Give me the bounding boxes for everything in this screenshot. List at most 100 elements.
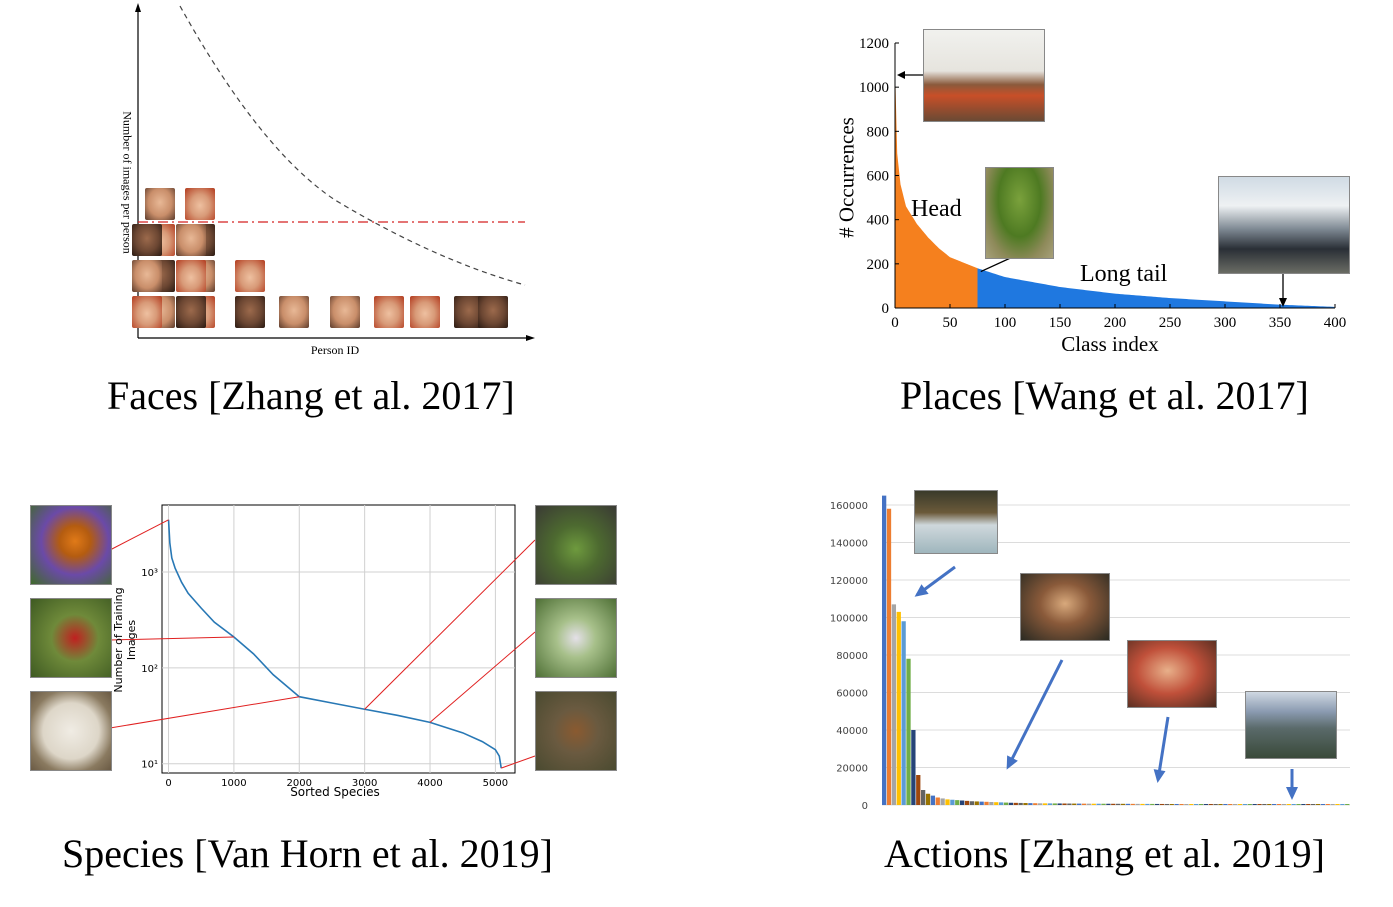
places-xtick-label: 400	[1324, 315, 1347, 331]
species-xtick-label: 2000	[287, 778, 312, 789]
places-chart: 0 200 400 600 800 1000 1200 0 50 100 150 200 250 300 3…	[859, 36, 1347, 331]
species-ytick-label: 10²	[141, 664, 158, 675]
actions-bar	[1203, 804, 1209, 805]
face-thumbnail	[235, 296, 265, 328]
species-connector-line	[109, 696, 300, 729]
species-connector-line	[364, 539, 536, 710]
places-ytick-label: 200	[867, 257, 890, 273]
places-ytick-label: 600	[867, 169, 890, 185]
actions-bar	[882, 495, 887, 805]
moss-photo	[535, 505, 617, 585]
faces-panel: Number of images per person Person ID	[105, 0, 545, 365]
places-panel: 0 200 400 600 800 1000 1200 0 50 100 150 200 250 300 3…	[825, 20, 1365, 365]
actions-bar	[1179, 804, 1184, 805]
actions-bar	[1003, 802, 1009, 805]
actions-bar	[886, 508, 892, 805]
actions-bar	[984, 801, 989, 805]
places-xtick-label: 150	[1049, 315, 1072, 331]
places-xtick-label: 0	[891, 315, 899, 331]
actions-bar	[940, 798, 945, 805]
faces-y-arrow	[135, 3, 141, 12]
actions-bar	[1033, 803, 1038, 805]
actions-bar	[1096, 803, 1101, 805]
actions-bar	[916, 775, 921, 805]
actions-bar	[1291, 804, 1296, 805]
actions-bar	[1086, 803, 1092, 805]
places-ytick-label: 400	[867, 213, 890, 229]
actions-bar	[1286, 804, 1291, 805]
species-line	[167, 519, 502, 769]
actions-bar	[1237, 804, 1243, 805]
species-xtick-label: 3000	[352, 778, 377, 789]
actions-bar	[906, 658, 911, 805]
actions-bar	[1018, 802, 1023, 805]
face-thumbnail	[185, 188, 215, 220]
actions-bar	[1213, 804, 1218, 805]
actions-arrowhead	[1006, 755, 1018, 770]
actions-ytick-label: 0	[862, 801, 868, 812]
actions-bar	[935, 797, 940, 805]
face-thumbnail	[410, 296, 440, 328]
actions-bar	[1276, 804, 1282, 805]
field-photo	[1245, 691, 1337, 759]
face-thumbnail	[132, 296, 162, 328]
actions-bar	[930, 795, 936, 805]
actions-bar	[1223, 804, 1228, 805]
actions-arrowhead	[914, 584, 929, 597]
species-connector-line	[109, 519, 169, 551]
crowd-photo	[1127, 640, 1217, 708]
places-ytick-label: 1000	[859, 80, 889, 96]
species-xtick-label: 4000	[417, 778, 442, 789]
actions-bar	[1262, 804, 1267, 805]
actions-ytick-label: 60000	[836, 689, 868, 700]
actions-bar	[1189, 804, 1194, 805]
actions-bar	[1169, 804, 1174, 805]
actions-bar	[1008, 802, 1014, 805]
actions-bar	[1013, 802, 1018, 805]
places-tail-area	[977, 268, 1335, 308]
actions-bar	[1340, 804, 1345, 805]
actions-bar	[1198, 804, 1204, 805]
places-xtick-label: 50	[943, 315, 958, 331]
actions-bar	[979, 801, 984, 805]
actions-bar	[1057, 803, 1062, 805]
actions-arrowhead	[1153, 769, 1166, 783]
actions-bar	[945, 799, 950, 805]
actions-ytick-label: 140000	[830, 539, 868, 550]
actions-bar	[1296, 804, 1301, 805]
actions-caption: Actions [Zhang et al. 2019]	[884, 831, 1325, 876]
actions-bar	[999, 802, 1004, 805]
actions-bar	[1330, 804, 1335, 805]
places-head-label: Head	[911, 196, 962, 222]
actions-bar	[1325, 804, 1330, 805]
species-plot-frame	[161, 504, 516, 774]
actions-bar	[1272, 804, 1277, 805]
actions-ytick-label: 20000	[836, 764, 868, 775]
species-panel: 0 1000 2000 3000 4000 5000 10¹ 10² 10³ Sorted Sp…	[25, 490, 625, 810]
places-xtick-label: 100	[994, 315, 1017, 331]
face-thumbnail	[132, 224, 162, 256]
actions-bar	[925, 793, 931, 805]
actions-ytick-label: 40000	[836, 726, 868, 737]
actions-bar	[1233, 804, 1238, 805]
actions-bar	[1047, 803, 1053, 805]
actions-bar	[1155, 803, 1160, 805]
places-xtick-label: 350	[1269, 315, 1292, 331]
species-chart: 0 1000 2000 3000 4000 5000 10¹ 10² 10³	[109, 504, 536, 789]
actions-bar	[1023, 803, 1028, 805]
actions-bar	[955, 800, 960, 805]
actions-bar	[1125, 803, 1131, 805]
actions-bar	[960, 800, 965, 805]
faces-x-arrow	[526, 335, 535, 341]
species-connector-line	[109, 636, 234, 641]
actions-bar	[1159, 803, 1165, 805]
actions-bar	[1120, 803, 1126, 805]
actions-bar	[1042, 803, 1048, 805]
actions-arrowhead	[1286, 787, 1298, 800]
actions-bar	[1194, 804, 1199, 805]
places-tail-label: Long tail	[1080, 261, 1168, 287]
dining-scene-photo	[1020, 573, 1110, 641]
species-ytick-label: 10³	[141, 568, 158, 579]
faces-ylabel: Number of images per person	[120, 111, 135, 254]
actions-bar	[1052, 803, 1057, 805]
